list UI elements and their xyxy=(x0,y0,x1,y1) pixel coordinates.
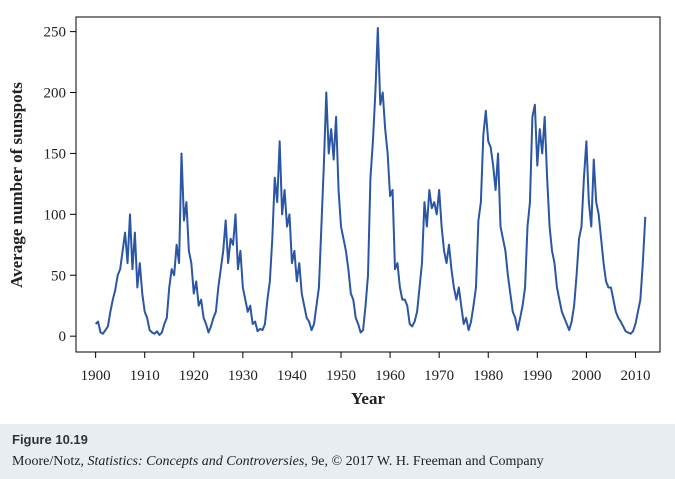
caption: Figure 10.19 Moore/Notz, Statistics: Con… xyxy=(0,424,675,479)
credit-title: Statistics: Concepts and Controversies, xyxy=(87,454,308,469)
chart: Year Average number of sunspots 1900 1910… xyxy=(7,16,661,408)
x-tick-label: 1950 xyxy=(326,368,356,384)
y-tick-label: 100 xyxy=(44,207,67,223)
x-tick-label: 1930 xyxy=(228,368,258,384)
x-tick-label: 1900 xyxy=(81,368,111,384)
x-tick-label: 1920 xyxy=(179,368,209,384)
x-tick-label: 1990 xyxy=(522,368,552,384)
y-tick-label: 250 xyxy=(44,25,67,41)
plot-frame xyxy=(75,16,661,353)
x-tick-label: 1970 xyxy=(424,368,454,384)
figure-label: Figure 10.19 xyxy=(12,432,88,447)
data-line xyxy=(94,26,647,336)
credit-text: Moore/Notz, xyxy=(12,454,88,469)
y-axis-title: Average number of sunspots xyxy=(7,82,26,288)
y-tick-label: 150 xyxy=(44,146,67,162)
credit: Moore/Notz, Statistics: Concepts and Con… xyxy=(12,454,544,470)
x-axis-title: Year xyxy=(351,389,385,408)
y-tick-label: 200 xyxy=(44,86,67,102)
credit-text: 9e, © 2017 W. H. Freeman and Company xyxy=(307,454,544,469)
x-tick-label: 1980 xyxy=(473,368,503,384)
y-tick-label: 50 xyxy=(51,268,66,284)
x-tick-label: 2000 xyxy=(571,368,601,384)
x-tick-label: 1960 xyxy=(375,368,405,384)
x-tick-label: 2010 xyxy=(620,368,650,384)
x-tick-label: 1910 xyxy=(130,368,160,384)
y-tick-label: 0 xyxy=(59,329,67,345)
x-tick-label: 1940 xyxy=(277,368,307,384)
